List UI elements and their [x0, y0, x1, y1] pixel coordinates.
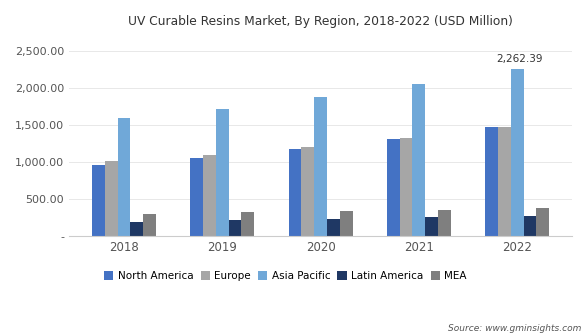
Bar: [438, 210, 451, 236]
Bar: [228, 220, 241, 236]
Bar: [314, 97, 327, 236]
Bar: [130, 221, 143, 236]
Bar: [387, 139, 400, 236]
Bar: [511, 68, 524, 236]
Bar: [340, 211, 353, 236]
Bar: [537, 208, 549, 236]
Bar: [216, 109, 228, 236]
Text: Source: www.gminsights.com: Source: www.gminsights.com: [448, 324, 581, 333]
Bar: [498, 127, 511, 236]
Bar: [485, 127, 498, 236]
Title: UV Curable Resins Market, By Region, 2018-2022 (USD Million): UV Curable Resins Market, By Region, 201…: [128, 15, 513, 28]
Bar: [117, 118, 130, 236]
Bar: [241, 212, 254, 236]
Bar: [190, 158, 203, 236]
Bar: [400, 138, 413, 236]
Legend: North America, Europe, Asia Pacific, Latin America, MEA: North America, Europe, Asia Pacific, Lat…: [104, 271, 467, 281]
Bar: [92, 165, 104, 236]
Bar: [425, 217, 438, 236]
Bar: [524, 216, 537, 236]
Bar: [327, 218, 340, 236]
Bar: [413, 84, 425, 236]
Bar: [289, 149, 301, 236]
Bar: [143, 214, 156, 236]
Bar: [104, 161, 117, 236]
Bar: [203, 154, 216, 236]
Bar: [301, 147, 314, 236]
Text: 2,262.39: 2,262.39: [496, 54, 542, 64]
